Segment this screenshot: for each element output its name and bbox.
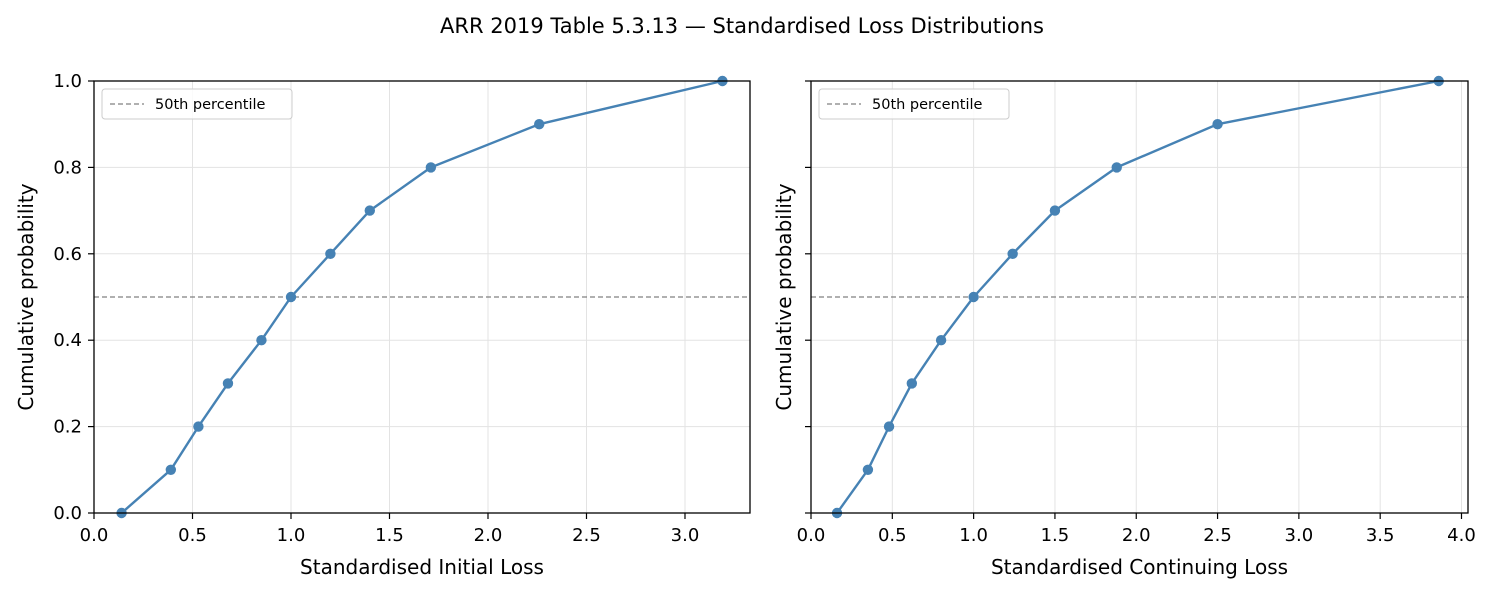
x-tick-label: 2.0 bbox=[1122, 525, 1151, 546]
data-point bbox=[883, 421, 895, 432]
x-tick-label: 1.0 bbox=[959, 525, 988, 546]
y-tick-label: 0.2 bbox=[53, 417, 82, 438]
y-tick-label: 0.6 bbox=[53, 244, 82, 265]
data-point bbox=[1111, 162, 1122, 173]
data-point bbox=[1007, 248, 1018, 259]
data-point bbox=[1049, 205, 1061, 216]
y-tick-label: 0.0 bbox=[53, 503, 82, 524]
y-tick-label: 0.4 bbox=[53, 330, 82, 351]
axes-frame bbox=[810, 80, 1469, 514]
x-tick-label: 1.0 bbox=[277, 525, 306, 546]
data-point bbox=[534, 119, 545, 130]
x-tick-label: 4.0 bbox=[1447, 525, 1476, 546]
data-point bbox=[862, 464, 874, 475]
data-point bbox=[193, 421, 204, 432]
data-point bbox=[165, 464, 177, 475]
x-tick-label: 0.0 bbox=[797, 525, 826, 546]
x-tick-label: 3.5 bbox=[1366, 525, 1395, 546]
x-tick-label: 3.0 bbox=[1285, 525, 1314, 546]
data-point bbox=[222, 378, 234, 389]
x-tick-label: 0.5 bbox=[878, 525, 907, 546]
data-point bbox=[285, 291, 297, 303]
x-tick-label: 0.5 bbox=[178, 525, 207, 546]
x-axis-label: Standardised Initial Loss bbox=[300, 555, 544, 579]
figure-title: ARR 2019 Table 5.3.13 — Standardised Los… bbox=[440, 14, 1044, 38]
legend-box bbox=[818, 88, 1010, 120]
data-point bbox=[325, 248, 336, 259]
panel-continuing-loss: 0.0 0.5 1.0 1.5 2.0 2.5 3.0 3.5 4.0 Standardised … bbox=[772, 75, 1476, 579]
legend-box bbox=[101, 88, 293, 120]
data-point bbox=[1212, 119, 1223, 130]
data-point bbox=[935, 335, 947, 346]
y-axis-label: Cumulative probability bbox=[14, 183, 38, 410]
x-axis-label: Standardised Continuing Loss bbox=[991, 555, 1288, 579]
data-point bbox=[364, 205, 375, 216]
x-tick-label: 2.0 bbox=[474, 525, 503, 546]
legend-entry: 50th percentile bbox=[872, 97, 983, 113]
data-point bbox=[256, 335, 267, 346]
y-tick-label: 0.8 bbox=[53, 157, 82, 178]
axes-frame bbox=[93, 80, 751, 514]
data-point bbox=[425, 162, 437, 173]
x-tick-label: 2.5 bbox=[572, 525, 601, 546]
x-tick-label: 3.0 bbox=[671, 525, 700, 546]
x-tick-label: 1.5 bbox=[1041, 525, 1070, 546]
x-tick-label: 1.5 bbox=[375, 525, 404, 546]
x-tick-label: 2.5 bbox=[1203, 525, 1232, 546]
y-axis-label: Cumulative probability bbox=[772, 183, 796, 410]
legend-entry: 50th percentile bbox=[155, 97, 266, 113]
panel-initial-loss: 0.0 0.5 1.0 1.5 2.0 2.5 3.0 0.0 0.2 0.4 0.6 0.8 1.0 S… bbox=[14, 71, 751, 579]
data-point bbox=[906, 378, 918, 389]
y-tick-label: 1.0 bbox=[53, 71, 82, 92]
x-tick-label: 0.0 bbox=[80, 525, 109, 546]
data-point bbox=[968, 291, 979, 303]
